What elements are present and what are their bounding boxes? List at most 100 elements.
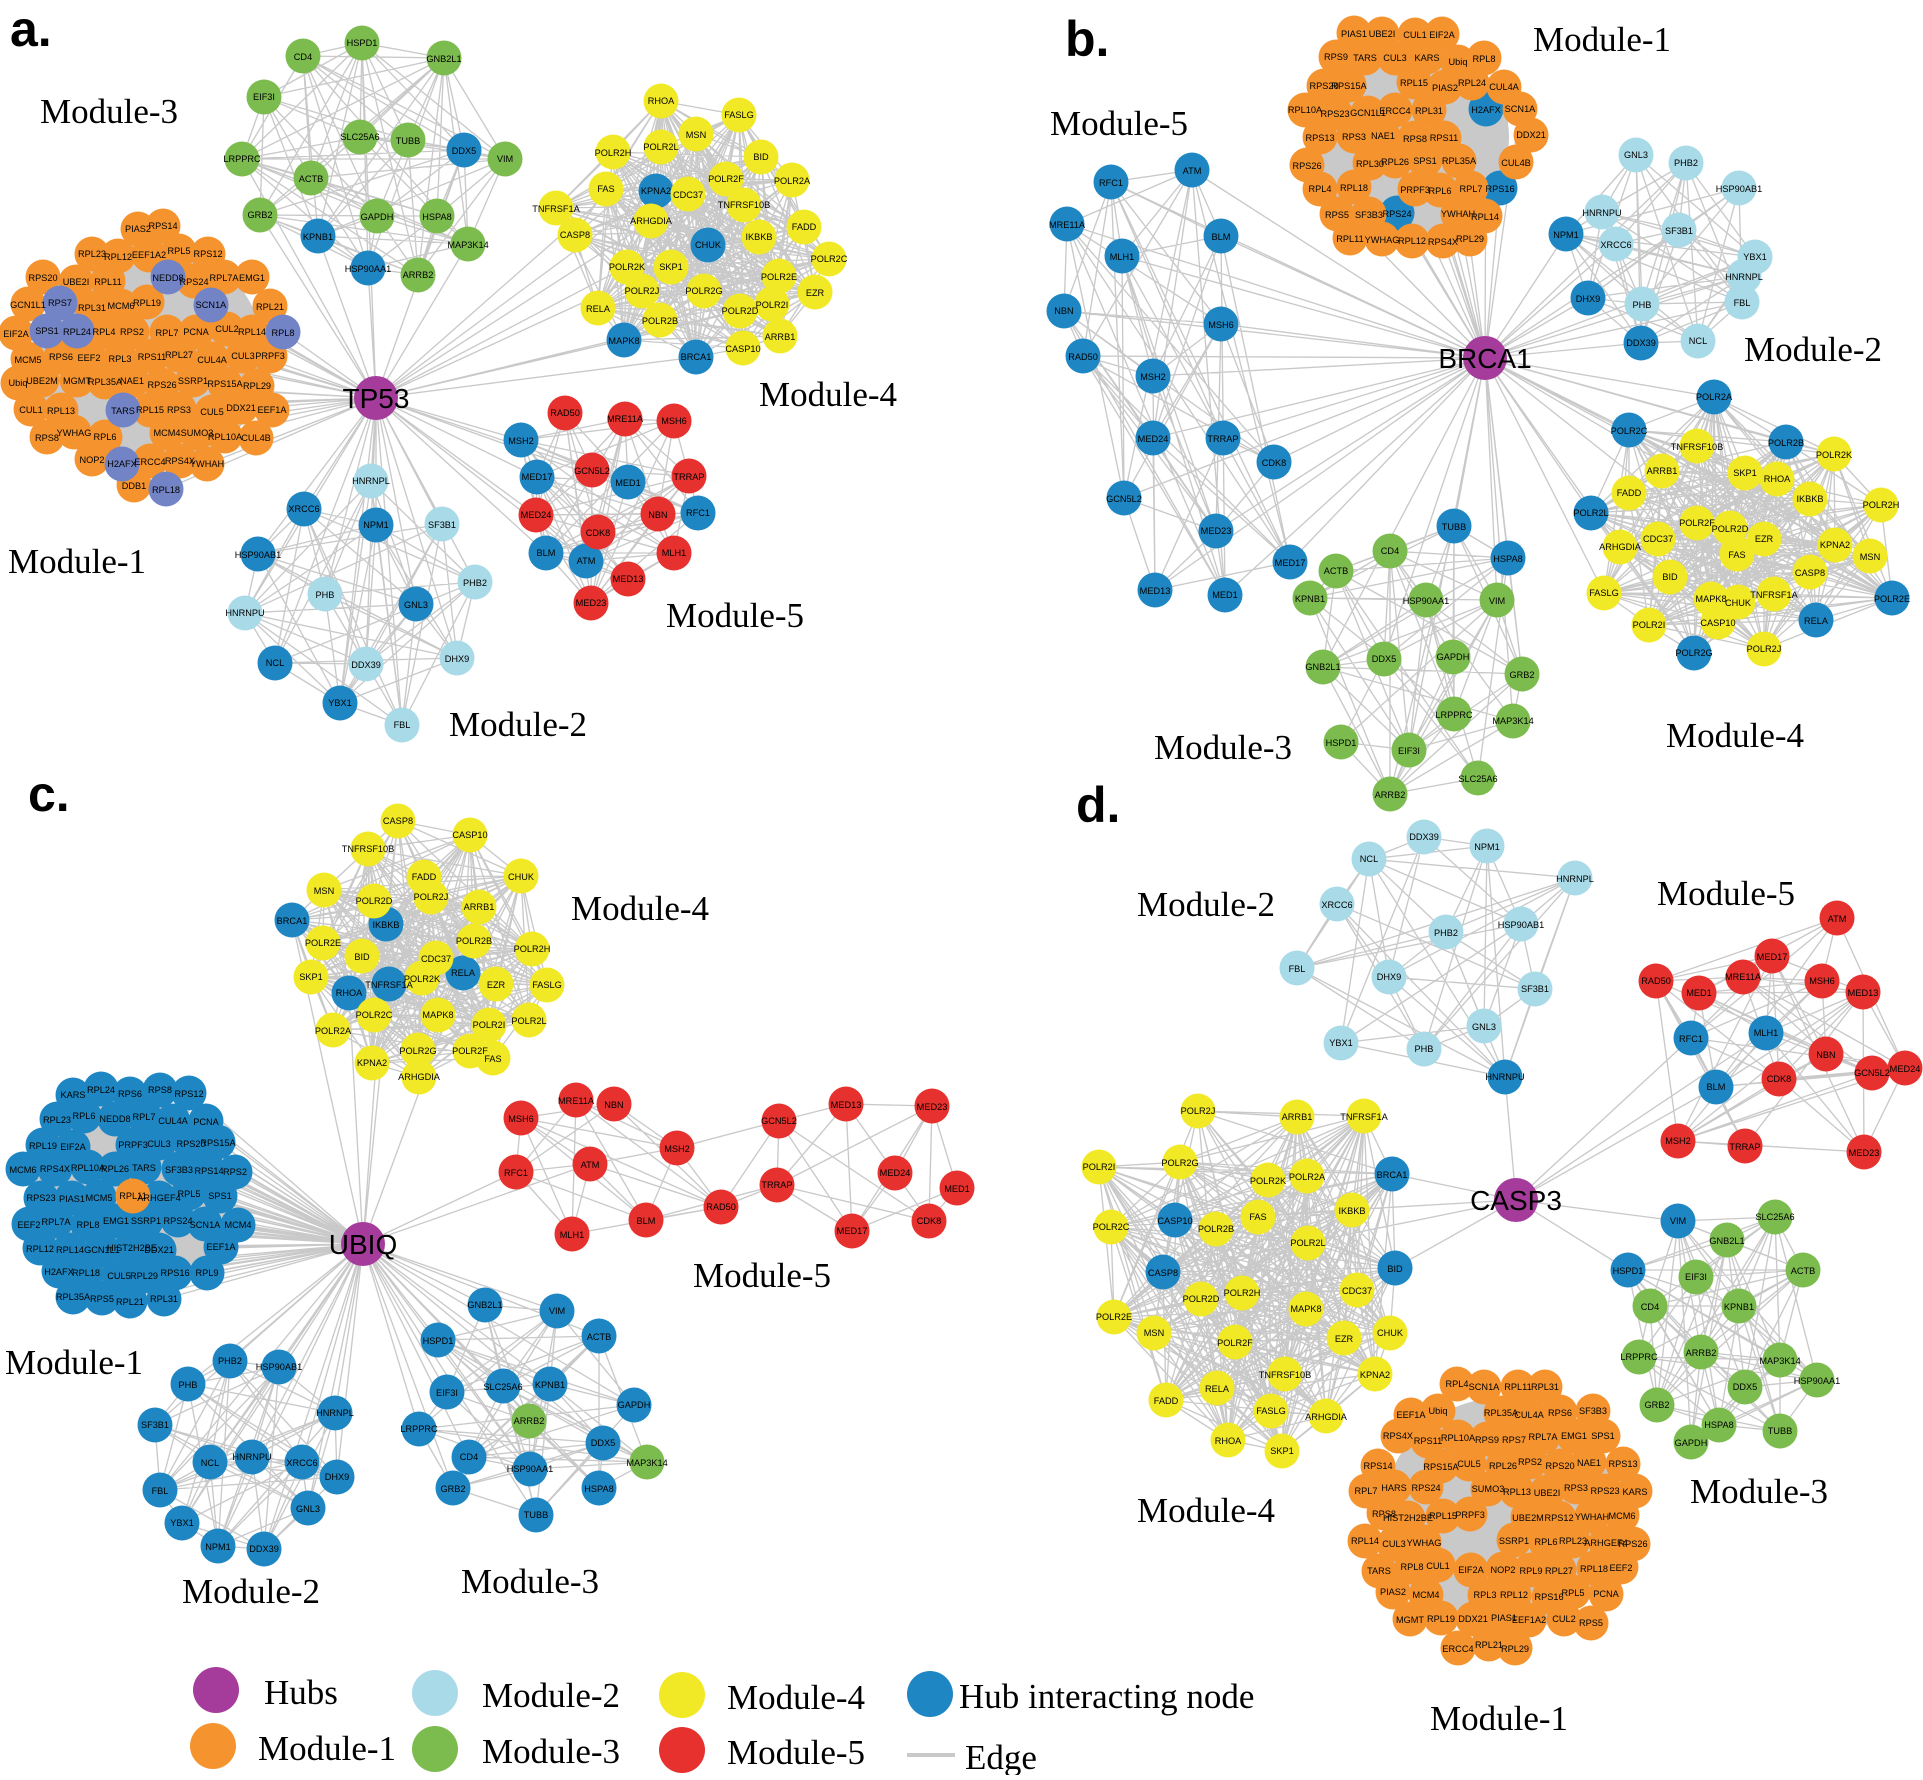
svg-text:HSPD1: HSPD1 xyxy=(1613,1266,1644,1276)
svg-text:HNRNPU: HNRNPU xyxy=(1485,1072,1524,1082)
svg-text:RPL31: RPL31 xyxy=(78,303,106,313)
svg-text:DDX21: DDX21 xyxy=(226,403,256,413)
svg-text:MED13: MED13 xyxy=(1140,586,1171,596)
svg-text:NPM1: NPM1 xyxy=(1553,230,1579,240)
svg-text:HNRNPU: HNRNPU xyxy=(1582,208,1621,218)
svg-text:Hub interacting node: Hub interacting node xyxy=(959,1677,1254,1716)
svg-text:POLR2H: POLR2H xyxy=(514,944,551,954)
svg-text:ERCC4: ERCC4 xyxy=(1442,1644,1473,1654)
svg-text:EZR: EZR xyxy=(1755,534,1774,544)
svg-text:RPL21: RPL21 xyxy=(116,1297,144,1307)
svg-text:RPL12: RPL12 xyxy=(1398,236,1426,246)
svg-text:RAD50: RAD50 xyxy=(1068,352,1098,362)
svg-text:SCN1A: SCN1A xyxy=(1505,104,1537,114)
svg-text:Module-1: Module-1 xyxy=(1533,20,1671,59)
svg-text:RFC1: RFC1 xyxy=(1099,178,1123,188)
svg-text:RPS13: RPS13 xyxy=(1305,133,1334,143)
svg-text:RPL18: RPL18 xyxy=(152,485,180,495)
svg-text:RPS8: RPS8 xyxy=(1403,134,1427,144)
svg-text:MED23: MED23 xyxy=(917,1102,948,1112)
svg-text:POLR2H: POLR2H xyxy=(595,148,632,158)
svg-text:Module-4: Module-4 xyxy=(571,889,709,928)
svg-text:BID: BID xyxy=(1662,572,1678,582)
svg-text:RPS8: RPS8 xyxy=(1372,1509,1396,1519)
svg-text:RPL24: RPL24 xyxy=(63,327,91,337)
svg-text:GCN5L2: GCN5L2 xyxy=(761,1116,797,1126)
svg-text:Module-1: Module-1 xyxy=(258,1729,396,1768)
svg-text:RPS4X: RPS4X xyxy=(1428,237,1458,247)
svg-text:EEF2: EEF2 xyxy=(1610,1563,1633,1573)
svg-text:MED1: MED1 xyxy=(615,478,641,488)
svg-text:TNFRSF10B: TNFRSF10B xyxy=(1259,1370,1312,1380)
svg-text:CHUK: CHUK xyxy=(1725,598,1752,608)
svg-text:RPS4X: RPS4X xyxy=(165,456,195,466)
svg-text:RPS14: RPS14 xyxy=(194,1166,223,1176)
svg-text:MED17: MED17 xyxy=(837,1226,868,1236)
svg-text:RPL18: RPL18 xyxy=(1340,183,1368,193)
svg-text:YWHAG: YWHAG xyxy=(1365,235,1400,245)
svg-text:Module-3: Module-3 xyxy=(40,92,178,131)
svg-text:ACTB: ACTB xyxy=(587,1332,612,1342)
svg-text:RPL19: RPL19 xyxy=(29,1141,57,1151)
svg-text:RFC1: RFC1 xyxy=(504,1168,528,1178)
svg-text:YBX1: YBX1 xyxy=(328,698,352,708)
svg-text:RPL23: RPL23 xyxy=(1559,1536,1587,1546)
svg-text:MAP3K14: MAP3K14 xyxy=(447,240,488,250)
svg-text:MED24: MED24 xyxy=(1138,434,1169,444)
svg-text:EIF2A: EIF2A xyxy=(60,1142,86,1152)
svg-text:POLR2H: POLR2H xyxy=(1863,500,1900,510)
svg-text:ACTB: ACTB xyxy=(299,174,324,184)
svg-text:MGMT: MGMT xyxy=(1396,1615,1424,1625)
svg-text:Module-4: Module-4 xyxy=(1137,1491,1275,1530)
svg-text:RELA: RELA xyxy=(1205,1384,1230,1394)
svg-text:YBX1: YBX1 xyxy=(1329,1038,1353,1048)
svg-text:SPS1: SPS1 xyxy=(1413,156,1437,166)
svg-text:RPL12: RPL12 xyxy=(1500,1590,1528,1600)
svg-text:RPL11: RPL11 xyxy=(1336,234,1363,244)
svg-text:EIF2A: EIF2A xyxy=(1458,1565,1484,1575)
svg-text:RPS9: RPS9 xyxy=(1324,52,1348,62)
svg-text:HSPD1: HSPD1 xyxy=(1326,738,1357,748)
svg-text:YBX1: YBX1 xyxy=(1743,252,1767,262)
svg-text:RPS6: RPS6 xyxy=(1548,1408,1572,1418)
svg-text:CUL3: CUL3 xyxy=(1383,53,1407,63)
svg-text:RPS16: RPS16 xyxy=(1534,1592,1563,1602)
svg-text:PHB2: PHB2 xyxy=(463,578,487,588)
svg-text:SLC25A6: SLC25A6 xyxy=(1458,774,1497,784)
svg-text:CASP10: CASP10 xyxy=(725,344,760,354)
svg-text:PCNA: PCNA xyxy=(193,1117,219,1127)
svg-text:EEF1A: EEF1A xyxy=(1396,1410,1426,1420)
svg-text:NBN: NBN xyxy=(604,1100,623,1110)
svg-text:H2AFX: H2AFX xyxy=(107,459,137,469)
svg-text:RPS3: RPS3 xyxy=(1342,132,1366,142)
svg-text:H2AFX: H2AFX xyxy=(1471,105,1501,115)
svg-text:KPNA2: KPNA2 xyxy=(357,1058,387,1068)
svg-text:SF3B1: SF3B1 xyxy=(428,520,456,530)
svg-text:SKP1: SKP1 xyxy=(1270,1446,1294,1456)
svg-text:MSH2: MSH2 xyxy=(1140,372,1166,382)
svg-text:Module-3: Module-3 xyxy=(1690,1472,1828,1511)
svg-text:RPL19: RPL19 xyxy=(133,298,161,308)
svg-text:CDC37: CDC37 xyxy=(1643,534,1673,544)
svg-text:HSP90AB1: HSP90AB1 xyxy=(235,550,281,560)
svg-text:FBL: FBL xyxy=(394,720,411,730)
svg-text:RPL7A: RPL7A xyxy=(209,273,239,283)
svg-text:PCNA: PCNA xyxy=(1593,1589,1619,1599)
svg-text:RPS24: RPS24 xyxy=(179,277,208,287)
svg-text:MRE11A: MRE11A xyxy=(1049,220,1086,230)
svg-text:CASP10: CASP10 xyxy=(1700,618,1735,628)
svg-text:RPL7A: RPL7A xyxy=(1528,1432,1558,1442)
svg-text:RPS6: RPS6 xyxy=(49,352,73,362)
svg-text:POLR2B: POLR2B xyxy=(456,936,492,946)
svg-text:RPL3: RPL3 xyxy=(109,354,132,364)
svg-text:RHOA: RHOA xyxy=(648,96,675,106)
svg-text:MCM4: MCM4 xyxy=(224,1220,251,1230)
svg-text:RPL15: RPL15 xyxy=(1429,1511,1457,1521)
svg-text:HSP90AB1: HSP90AB1 xyxy=(1498,920,1544,930)
svg-text:RPS24: RPS24 xyxy=(163,1216,192,1226)
svg-text:RPS20: RPS20 xyxy=(1545,1461,1574,1471)
svg-text:MRE11A: MRE11A xyxy=(558,1096,595,1106)
svg-text:KPNA2: KPNA2 xyxy=(641,186,671,196)
svg-text:FAS: FAS xyxy=(484,1054,501,1064)
svg-text:RPL15: RPL15 xyxy=(136,405,164,415)
